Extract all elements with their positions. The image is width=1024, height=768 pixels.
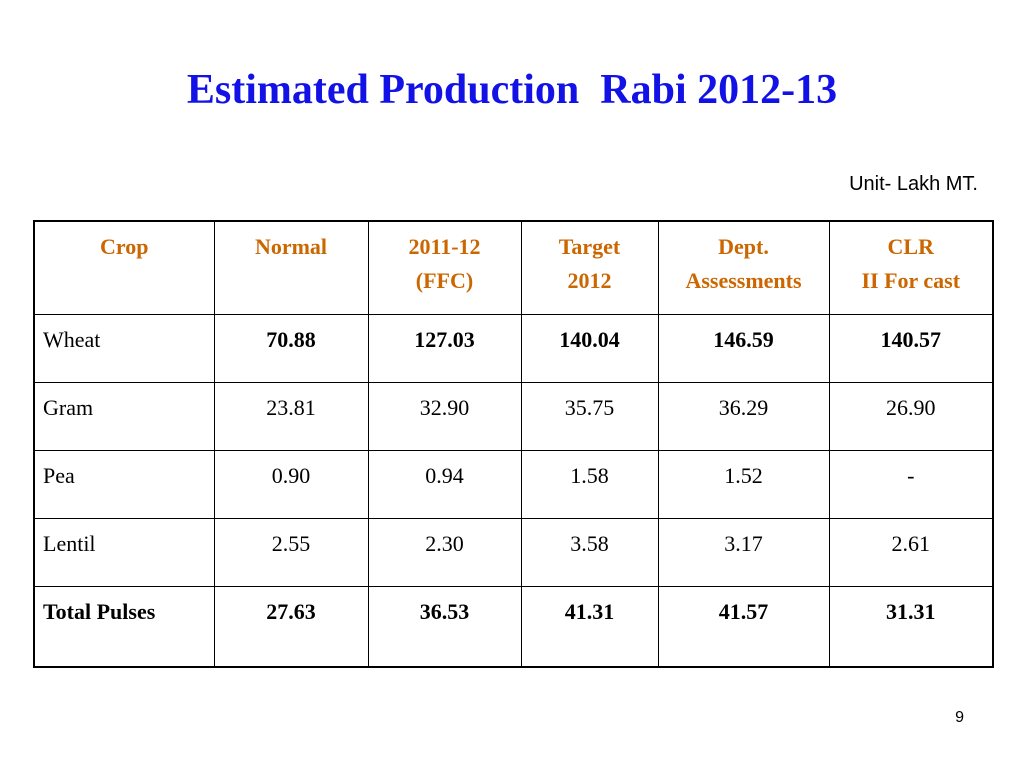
header-normal: Normal (213, 220, 369, 315)
value-cell-dept: 1.52 (657, 450, 830, 519)
unit-note: Unit- Lakh MT. (849, 173, 978, 195)
value-cell-clr: 26.90 (828, 382, 994, 451)
crop-cell: Lentil (33, 518, 215, 587)
value-cell-2011-12: 2.30 (367, 518, 522, 587)
value-cell-normal: 70.88 (213, 314, 369, 383)
value-cell-target: 140.04 (520, 314, 659, 383)
value-cell-target: 41.31 (520, 586, 659, 667)
table-row-wheat: Wheat 70.88 127.03 140.04 146.59 140.57 (33, 314, 994, 383)
header-line: II For cast (861, 268, 961, 293)
value-cell-target: 1.58 (520, 450, 659, 519)
header-line: CLR (887, 234, 934, 259)
production-table: Crop Normal 2011-12 (FFC) Target 2012 De… (33, 220, 994, 668)
value-cell-clr: 2.61 (828, 518, 994, 587)
header-line: Normal (254, 234, 328, 259)
value-cell-dept: 3.17 (657, 518, 830, 587)
value-cell-dept: 41.57 (657, 586, 830, 667)
table-header-row: Crop Normal 2011-12 (FFC) Target 2012 De… (33, 220, 994, 315)
header-line: (FFC) (415, 268, 474, 293)
value-cell-clr: 140.57 (828, 314, 994, 383)
header-line: Dept. (718, 234, 769, 259)
header-crop: Crop (33, 220, 215, 315)
header-2011-12-ffc: 2011-12 (FFC) (367, 220, 522, 315)
value-cell-normal: 27.63 (213, 586, 369, 667)
crop-cell: Pea (33, 450, 215, 519)
value-cell-2011-12: 127.03 (367, 314, 522, 383)
crop-cell: Wheat (33, 314, 215, 383)
crop-cell: Total Pulses (33, 586, 215, 667)
header-target-2012: Target 2012 (520, 220, 659, 315)
value-cell-clr: 31.31 (828, 586, 994, 667)
table-row-total-pulses: Total Pulses 27.63 36.53 41.31 41.57 31.… (33, 586, 994, 667)
header-line: 2011-12 (408, 234, 481, 259)
value-cell-target: 35.75 (520, 382, 659, 451)
value-cell-dept: 36.29 (657, 382, 830, 451)
value-cell-2011-12: 32.90 (367, 382, 522, 451)
header-line: Crop (100, 234, 149, 259)
header-clr-ii-forecast: CLR II For cast (828, 220, 994, 315)
value-cell-normal: 0.90 (213, 450, 369, 519)
header-line: 2012 (567, 268, 612, 293)
table-row-gram: Gram 23.81 32.90 35.75 36.29 26.90 (33, 382, 994, 451)
table-row-pea: Pea 0.90 0.94 1.58 1.52 - (33, 450, 994, 519)
value-cell-clr: - (828, 450, 994, 519)
value-cell-target: 3.58 (520, 518, 659, 587)
table-row-lentil: Lentil 2.55 2.30 3.58 3.17 2.61 (33, 518, 994, 587)
header-line: Target (558, 234, 621, 259)
page-number: 9 (955, 709, 964, 726)
value-cell-normal: 2.55 (213, 518, 369, 587)
crop-cell: Gram (33, 382, 215, 451)
slide-title: Estimated Production Rabi 2012-13 (186, 67, 838, 113)
value-cell-2011-12: 36.53 (367, 586, 522, 667)
header-line: Assessments (685, 268, 802, 293)
value-cell-dept: 146.59 (657, 314, 830, 383)
header-dept-assessments: Dept. Assessments (657, 220, 830, 315)
value-cell-normal: 23.81 (213, 382, 369, 451)
value-cell-2011-12: 0.94 (367, 450, 522, 519)
